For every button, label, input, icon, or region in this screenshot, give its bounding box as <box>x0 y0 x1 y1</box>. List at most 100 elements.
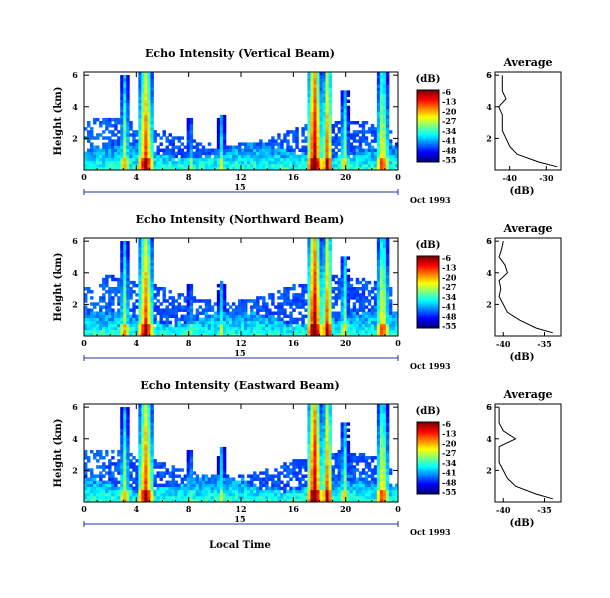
y-tick-label: 6 <box>72 70 78 80</box>
profile-line <box>498 407 553 500</box>
x-tick-label: 0 <box>81 172 87 182</box>
panel-1: Echo Intensity (Northward Beam)0 4 8 12 16 20… <box>53 213 562 371</box>
x-tick-label: 8 <box>186 338 192 348</box>
date-label: Oct 1993 <box>410 527 451 537</box>
profile-y-tick: 4 <box>486 268 492 278</box>
x-tick-label: 20 <box>340 338 352 348</box>
x-tick-label: 0 <box>395 504 401 514</box>
colorbar-tick: -6 <box>442 253 451 263</box>
x-tick-label: 8 <box>186 504 192 514</box>
y-axis-label: Height (km) <box>53 253 64 322</box>
colorbar-tick: -34 <box>442 292 457 302</box>
profile-title: Average <box>502 388 552 401</box>
colorbar <box>417 256 439 329</box>
profile-x-label: (dB) <box>510 352 535 363</box>
profile-y-tick: 2 <box>486 299 492 309</box>
colorbar-tick: -41 <box>442 136 456 146</box>
colorbar-tick: -20 <box>442 438 457 448</box>
colorbar-tick: -55 <box>442 487 456 497</box>
y-axis-label: Height (km) <box>53 87 64 156</box>
colorbar-tick: -48 <box>442 477 457 487</box>
colorbar-unit: (dB) <box>416 74 441 85</box>
profile-x-tick: -35 <box>537 339 551 349</box>
x-tick-label: 12 <box>235 338 246 348</box>
y-tick-label: 4 <box>72 102 78 112</box>
colorbar-tick: -34 <box>442 126 457 136</box>
colorbar-tick: -48 <box>442 145 457 155</box>
profile-line <box>498 75 558 168</box>
panel-title: Echo Intensity (Northward Beam) <box>136 213 345 226</box>
x-tick-label: 4 <box>134 338 140 348</box>
panel-0: Echo Intensity (Vertical Beam) 0 4 8 12 16 20 0… <box>53 47 562 205</box>
profile-x-label: (dB) <box>510 186 535 197</box>
profile-x-tick: -40 <box>496 505 511 515</box>
colorbar <box>417 90 439 163</box>
profile-y-tick: 6 <box>486 70 492 80</box>
x-tick-label: 0 <box>81 504 87 514</box>
profile-y-tick: 6 <box>486 402 492 412</box>
x-tick-label: 0 <box>395 338 401 348</box>
x-tick-label: 20 <box>340 172 352 182</box>
profile-y-tick: 6 <box>486 236 492 246</box>
y-axis-label: Height (km) <box>53 419 64 488</box>
y-tick-label: 6 <box>72 402 78 412</box>
profile-x-label: (dB) <box>510 518 535 529</box>
profile-y-tick: 2 <box>486 133 492 143</box>
profile-x-tick: -30 <box>539 173 554 183</box>
colorbar-tick: -20 <box>442 272 457 282</box>
heatmap <box>84 72 399 171</box>
profile-frame <box>494 403 562 503</box>
x-tick-label: 16 <box>288 338 300 348</box>
colorbar-tick: -34 <box>442 458 457 468</box>
profile-y-tick: 4 <box>486 102 492 112</box>
colorbar-tick: -13 <box>442 263 457 273</box>
y-tick-label: 2 <box>72 133 78 143</box>
profile-y-tick: 6 <box>486 236 492 246</box>
profile-y-tick: 6 <box>486 70 492 80</box>
colorbar-tick: -41 <box>442 468 456 478</box>
colorbar-tick: -6 <box>442 87 451 97</box>
profile-x-tick: -40 <box>502 173 517 183</box>
y-tick-label: 2 <box>72 299 78 309</box>
day-label: 15 <box>234 514 245 524</box>
colorbar-unit: (dB) <box>416 406 441 417</box>
colorbar-tick: -55 <box>442 155 456 165</box>
x-tick-label: 0 <box>81 338 87 348</box>
profile-x-tick: -40 <box>496 339 511 349</box>
x-tick-label: 16 <box>288 504 300 514</box>
profile-y-tick: 6 <box>486 402 492 412</box>
y-tick-label: 4 <box>72 434 78 444</box>
panel-title: Echo Intensity (Vertical Beam) <box>145 47 335 60</box>
profile-line <box>498 241 553 334</box>
x-tick-label: 4 <box>134 504 140 514</box>
y-tick-label: 6 <box>72 236 78 246</box>
profile-title: Average <box>502 56 552 69</box>
y-tick-label: 2 <box>72 465 78 475</box>
y-tick-label: 4 <box>72 268 78 278</box>
panel-2: Echo Intensity (Eastward Beam) 0 4 8 12 16 20 0… <box>53 379 562 537</box>
x-tick-label: 12 <box>235 504 246 514</box>
colorbar-tick: -55 <box>442 321 456 331</box>
date-label: Oct 1993 <box>410 195 451 205</box>
colorbar-tick: -27 <box>442 448 456 458</box>
profile-frame <box>494 71 562 171</box>
heatmap <box>84 404 399 503</box>
colorbar-unit: (dB) <box>416 240 441 251</box>
heatmap <box>84 238 399 337</box>
x-tick-label: 16 <box>288 172 300 182</box>
profile-y-tick: 4 <box>486 434 492 444</box>
profile-y-tick: 2 <box>486 465 492 475</box>
colorbar-tick: -27 <box>442 116 456 126</box>
date-label: Oct 1993 <box>410 361 451 371</box>
colorbar-tick: -6 <box>442 419 451 429</box>
x-tick-label: 4 <box>134 172 140 182</box>
colorbar-tick: -41 <box>442 302 456 312</box>
panel-title: Echo Intensity (Eastward Beam) <box>140 379 339 392</box>
day-label: 15 <box>234 348 245 358</box>
x-tick-label: 20 <box>340 504 352 514</box>
colorbar-tick: -13 <box>442 429 457 439</box>
profile-x-tick: -35 <box>537 505 551 515</box>
profile-frame <box>494 237 562 337</box>
colorbar-tick: -20 <box>442 106 457 116</box>
